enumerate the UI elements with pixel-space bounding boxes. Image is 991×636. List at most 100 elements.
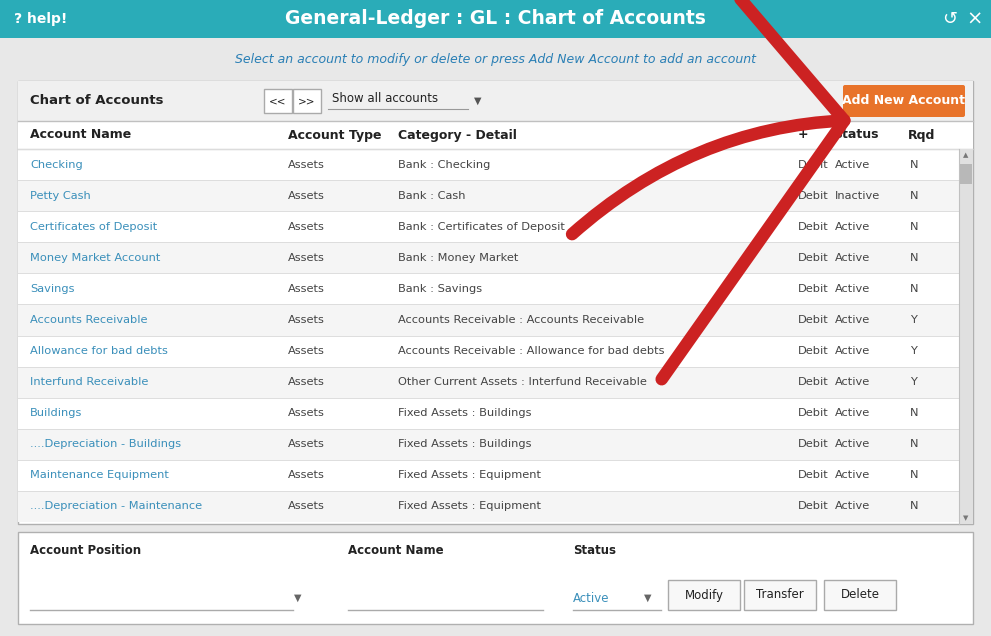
FancyBboxPatch shape — [18, 532, 973, 624]
Text: Assets: Assets — [288, 439, 325, 449]
Text: Petty Cash: Petty Cash — [30, 191, 91, 200]
Text: N: N — [910, 222, 919, 232]
FancyBboxPatch shape — [293, 89, 321, 113]
Text: Active: Active — [835, 346, 870, 356]
Text: Category - Detail: Category - Detail — [398, 128, 517, 141]
Text: Account Name: Account Name — [30, 128, 131, 141]
Text: >>: >> — [298, 96, 316, 106]
FancyBboxPatch shape — [18, 429, 959, 460]
Text: Y: Y — [910, 346, 917, 356]
FancyBboxPatch shape — [18, 180, 959, 211]
Text: N: N — [910, 408, 919, 418]
Text: ....Depreciation - Buildings: ....Depreciation - Buildings — [30, 439, 181, 449]
Text: Y: Y — [910, 315, 917, 325]
Text: Account Position: Account Position — [30, 544, 141, 556]
FancyBboxPatch shape — [668, 580, 740, 610]
FancyBboxPatch shape — [960, 164, 972, 184]
Text: Y: Y — [910, 377, 917, 387]
Text: Status: Status — [833, 128, 878, 141]
FancyBboxPatch shape — [18, 491, 959, 522]
Text: Savings: Savings — [30, 284, 74, 294]
Text: Rqd: Rqd — [908, 128, 936, 141]
Text: Active: Active — [573, 591, 609, 604]
Text: ....Depreciation - Maintenance: ....Depreciation - Maintenance — [30, 501, 202, 511]
Text: Debit: Debit — [798, 284, 828, 294]
Text: Assets: Assets — [288, 222, 325, 232]
Text: Fixed Assets : Equipment: Fixed Assets : Equipment — [398, 501, 541, 511]
Text: Active: Active — [835, 315, 870, 325]
Text: Fixed Assets : Buildings: Fixed Assets : Buildings — [398, 439, 531, 449]
Text: +: + — [798, 128, 813, 141]
Text: Assets: Assets — [288, 377, 325, 387]
Text: Inactive: Inactive — [835, 191, 880, 200]
FancyBboxPatch shape — [18, 81, 973, 121]
FancyBboxPatch shape — [18, 305, 959, 336]
Text: Active: Active — [835, 222, 870, 232]
Text: Assets: Assets — [288, 284, 325, 294]
Text: Interfund Receivable: Interfund Receivable — [30, 377, 149, 387]
Text: ? help!: ? help! — [14, 12, 67, 26]
Text: Bank : Money Market: Bank : Money Market — [398, 252, 518, 263]
Text: Transfer: Transfer — [756, 588, 804, 602]
Text: Fixed Assets : Buildings: Fixed Assets : Buildings — [398, 408, 531, 418]
Text: Fixed Assets : Equipment: Fixed Assets : Equipment — [398, 471, 541, 480]
FancyBboxPatch shape — [18, 366, 959, 398]
Text: Assets: Assets — [288, 191, 325, 200]
Text: N: N — [910, 160, 919, 170]
FancyBboxPatch shape — [0, 0, 991, 38]
FancyBboxPatch shape — [824, 580, 896, 610]
FancyBboxPatch shape — [18, 211, 959, 242]
Text: Show all accounts: Show all accounts — [332, 92, 438, 106]
Text: ▼: ▼ — [644, 593, 652, 603]
FancyBboxPatch shape — [18, 242, 959, 273]
Text: Accounts Receivable : Allowance for bad debts: Accounts Receivable : Allowance for bad … — [398, 346, 665, 356]
Text: Money Market Account: Money Market Account — [30, 252, 161, 263]
Text: Buildings: Buildings — [30, 408, 82, 418]
Text: Account Type: Account Type — [288, 128, 382, 141]
FancyBboxPatch shape — [744, 580, 816, 610]
Text: Bank : Certificates of Deposit: Bank : Certificates of Deposit — [398, 222, 565, 232]
Text: Assets: Assets — [288, 501, 325, 511]
Text: Bank : Cash: Bank : Cash — [398, 191, 466, 200]
Text: Chart of Accounts: Chart of Accounts — [30, 95, 164, 107]
Text: Active: Active — [835, 501, 870, 511]
Text: Debit: Debit — [798, 377, 828, 387]
Text: Other Current Assets : Interfund Receivable: Other Current Assets : Interfund Receiva… — [398, 377, 647, 387]
Text: Debit: Debit — [798, 346, 828, 356]
FancyBboxPatch shape — [18, 81, 973, 524]
Text: Active: Active — [835, 408, 870, 418]
Text: Delete: Delete — [840, 588, 879, 602]
Text: General-Ledger : GL : Chart of Accounts: General-Ledger : GL : Chart of Accounts — [285, 10, 706, 29]
Text: Assets: Assets — [288, 408, 325, 418]
Text: Assets: Assets — [288, 346, 325, 356]
Text: Accounts Receivable : Accounts Receivable: Accounts Receivable : Accounts Receivabl… — [398, 315, 644, 325]
Text: Certificates of Deposit: Certificates of Deposit — [30, 222, 158, 232]
Text: Active: Active — [835, 471, 870, 480]
Text: Checking: Checking — [30, 160, 83, 170]
Text: Active: Active — [835, 160, 870, 170]
Text: Active: Active — [835, 252, 870, 263]
Text: Maintenance Equipment: Maintenance Equipment — [30, 471, 168, 480]
Text: Assets: Assets — [288, 315, 325, 325]
FancyBboxPatch shape — [18, 398, 959, 429]
Text: Debit: Debit — [798, 315, 828, 325]
Text: Allowance for bad debts: Allowance for bad debts — [30, 346, 167, 356]
Text: ↺: ↺ — [942, 10, 957, 28]
Text: Bank : Checking: Bank : Checking — [398, 160, 491, 170]
FancyBboxPatch shape — [18, 121, 973, 149]
Text: Debit: Debit — [798, 191, 828, 200]
Text: Debit: Debit — [798, 439, 828, 449]
Text: Debit: Debit — [798, 160, 828, 170]
Text: Assets: Assets — [288, 160, 325, 170]
Text: Active: Active — [835, 284, 870, 294]
Text: N: N — [910, 252, 919, 263]
Text: ▼: ▼ — [475, 96, 482, 106]
Text: ▼: ▼ — [294, 593, 301, 603]
Text: <<: << — [270, 96, 286, 106]
Text: Assets: Assets — [288, 471, 325, 480]
Text: N: N — [910, 439, 919, 449]
Text: N: N — [910, 501, 919, 511]
Text: Add New Account: Add New Account — [842, 95, 965, 107]
FancyBboxPatch shape — [843, 85, 965, 117]
Text: Status: Status — [573, 544, 616, 556]
